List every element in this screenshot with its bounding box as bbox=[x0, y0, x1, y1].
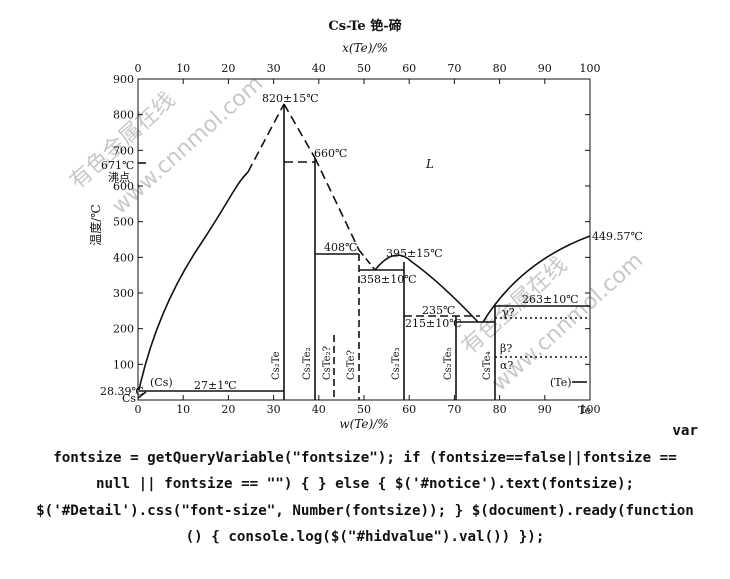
phase-diagram: 有色金属在线 www.cnnmol.com 有色金属在线 www.cnnmol.… bbox=[65, 18, 648, 430]
y-tick-label: 100 bbox=[113, 358, 134, 371]
top-axis-label: x(Te)/% bbox=[342, 41, 388, 55]
y-tick-label: 900 bbox=[113, 73, 134, 86]
cs-melt-arrow bbox=[137, 391, 147, 399]
y-tick-label: 200 bbox=[113, 323, 134, 336]
top-tick-label: 20 bbox=[221, 62, 235, 75]
watermark: 有色金属在线 www.cnnmol.com 有色金属在线 www.cnnmol.… bbox=[65, 71, 648, 396]
right-element: Te bbox=[578, 404, 591, 417]
beta-label: β? bbox=[500, 342, 512, 355]
code-text-block: var fontsize = getQueryVariable("fontsiz… bbox=[0, 418, 730, 579]
x-tick-label: 80 bbox=[493, 403, 507, 416]
compound-label-cs2te2: CsTe₂? bbox=[322, 346, 333, 380]
top-tick-label: 70 bbox=[447, 62, 461, 75]
y-tick-label: 300 bbox=[113, 287, 134, 300]
x-tick-label: 10 bbox=[176, 403, 190, 416]
alpha-label: α? bbox=[500, 359, 513, 372]
tick-labels: 0 0 10 10 20 20 30 30 40 40 50 50 60 60 70 70 80 80 90 90 10… bbox=[113, 62, 601, 416]
x-tick-label: 0 bbox=[135, 403, 142, 416]
x-tick-label: 20 bbox=[221, 403, 235, 416]
compound-label-cs2te3: Cs₂Te₃ bbox=[391, 347, 402, 380]
annotations: 671℃ 沸点 28.39℃ (Cs) 27±1℃ 820±15℃ 660℃ 4… bbox=[100, 92, 643, 398]
p408-label: 408℃ bbox=[324, 241, 357, 254]
x-tick-label: 70 bbox=[447, 403, 461, 416]
top-tick-label: 40 bbox=[312, 62, 326, 75]
gamma-label: γ? bbox=[502, 306, 515, 319]
top-tick-label: 50 bbox=[357, 62, 371, 75]
liquidus-358 bbox=[358, 249, 376, 271]
liquid-label: L bbox=[425, 157, 434, 171]
compound-label-cs2te: Cs₂Te bbox=[271, 351, 282, 380]
compound-labels: Cs₂Te Cs₃Te₂ CsTe₂? CsTe? Cs₂Te₃ Cs₂Te₅ CsTe₄ bbox=[271, 346, 493, 380]
top-tick-label: 30 bbox=[267, 62, 281, 75]
p358-label: 358±10℃ bbox=[360, 273, 417, 286]
top-tick-label: 60 bbox=[402, 62, 416, 75]
y-tick-label: 700 bbox=[113, 144, 134, 157]
x-tick-label: 90 bbox=[538, 403, 552, 416]
max-label: 820±15℃ bbox=[262, 92, 319, 105]
x-tick-label: 50 bbox=[357, 403, 371, 416]
compound-label-cste: CsTe? bbox=[346, 350, 357, 380]
code-line-5: () { console.log($("#hidvalue").val()) }… bbox=[185, 529, 545, 545]
diagram-title: Cs-Te 铯-碲 bbox=[328, 18, 401, 34]
top-tick-label: 0 bbox=[135, 62, 142, 75]
left-element: Cs bbox=[122, 392, 136, 405]
x-tick-label: 30 bbox=[267, 403, 281, 416]
p235-label: 235℃ bbox=[422, 304, 455, 317]
compound-label-cs2te5: Cs₂Te₅ bbox=[443, 347, 454, 380]
phase-lines bbox=[137, 103, 591, 400]
y-tick-label: 800 bbox=[113, 109, 134, 122]
x-tick-label: 40 bbox=[312, 403, 326, 416]
liquidus-660 bbox=[283, 103, 316, 159]
x-tick-label: 100 bbox=[580, 403, 601, 416]
liquidus-cs bbox=[138, 171, 249, 391]
y-tick-label: 600 bbox=[113, 180, 134, 193]
te-phase: (Te) bbox=[550, 376, 572, 389]
top-tick-label: 80 bbox=[493, 62, 507, 75]
bp-temp: 671℃ bbox=[101, 159, 134, 172]
y-tick-label: 400 bbox=[113, 251, 134, 264]
eutectic-label: 27±1℃ bbox=[194, 379, 237, 392]
compound-label-cste4: CsTe₄ bbox=[482, 351, 493, 380]
te-melt-label: 449.57℃ bbox=[592, 230, 643, 243]
p263-label: 263±10℃ bbox=[522, 293, 579, 306]
y-axis-label: 温度/℃ bbox=[88, 204, 103, 245]
code-line-2: fontsize = getQueryVariable("fontsize");… bbox=[53, 449, 677, 466]
code-line-3: null || fontsize == "") { } else { $('#n… bbox=[95, 476, 635, 492]
p395-label: 395±15℃ bbox=[386, 247, 443, 260]
liquidus-408 bbox=[314, 157, 360, 251]
top-tick-label: 90 bbox=[538, 62, 552, 75]
y-tick-label: 500 bbox=[113, 216, 134, 229]
compound-label-cs3te2: Cs₃Te₂ bbox=[302, 347, 313, 380]
p660-label: 660℃ bbox=[314, 147, 347, 160]
liquidus-te bbox=[482, 235, 591, 323]
cs-melt: 28.39℃ bbox=[100, 385, 144, 398]
code-line-1: var bbox=[672, 423, 698, 439]
liquidus-max bbox=[247, 103, 285, 173]
bottom-axis-label: w(Te)/% bbox=[339, 417, 388, 430]
bp-label: 沸点 bbox=[108, 171, 130, 184]
cs-phase: (Cs) bbox=[150, 376, 173, 389]
x-tick-label: 60 bbox=[402, 403, 416, 416]
top-tick-label: 10 bbox=[176, 62, 190, 75]
code-line-4: $('#Detail').css("font-size", Number(fon… bbox=[36, 502, 694, 519]
top-tick-label: 100 bbox=[580, 62, 601, 75]
p215-label: 215±10℃ bbox=[405, 317, 462, 330]
liquidus-dome bbox=[374, 254, 479, 323]
